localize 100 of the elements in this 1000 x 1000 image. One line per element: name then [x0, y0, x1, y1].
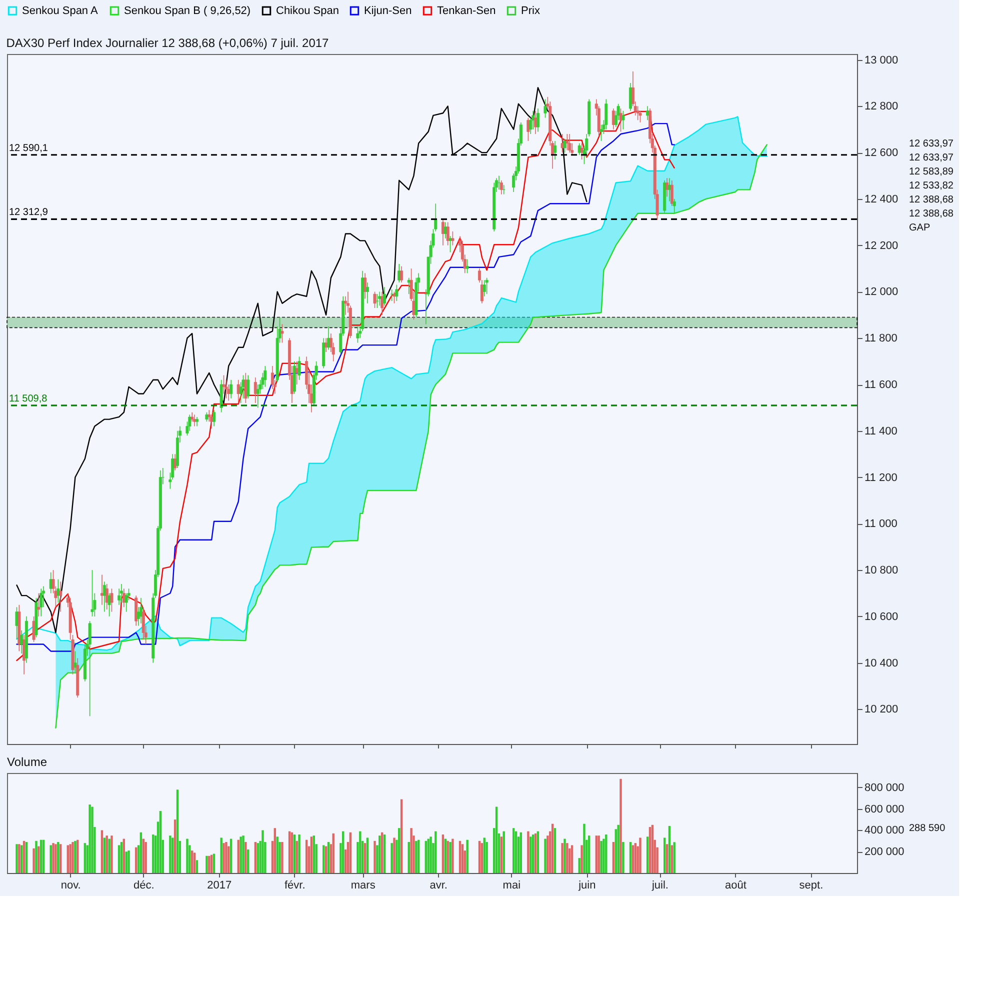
candlestick — [482, 280, 486, 297]
bar — [566, 843, 568, 873]
bar — [76, 840, 79, 873]
legend-label: Senkou Span A — [22, 4, 99, 17]
bar — [410, 828, 412, 873]
bar — [342, 831, 344, 873]
candlestick — [566, 134, 569, 151]
bar — [600, 840, 602, 873]
bar — [208, 856, 210, 873]
bar — [398, 828, 400, 873]
candlestick — [366, 282, 369, 304]
x-tick-label: avr. — [430, 880, 448, 892]
bar — [118, 845, 120, 873]
bar — [35, 840, 38, 873]
candlestick — [619, 108, 622, 132]
bar — [88, 804, 91, 873]
bar — [564, 838, 566, 873]
candlestick — [376, 294, 379, 308]
bar — [174, 820, 176, 873]
y-tick-label: 10 400 — [864, 657, 898, 670]
candlestick — [395, 284, 398, 302]
bar — [225, 842, 228, 873]
y-tick-label: 11 400 — [864, 425, 898, 438]
candlestick — [448, 236, 452, 253]
candlestick — [134, 595, 138, 626]
candlestick — [532, 110, 535, 130]
bar — [646, 836, 649, 873]
candlestick — [205, 412, 208, 422]
bar — [544, 838, 546, 873]
bar — [446, 840, 449, 873]
bar — [247, 849, 250, 873]
candlestick — [383, 286, 386, 306]
bar — [220, 838, 222, 873]
candlestick — [174, 454, 177, 471]
bar — [106, 836, 108, 873]
bar — [393, 838, 396, 873]
ref-line-label: 11 509,8 — [9, 393, 48, 404]
bar — [424, 840, 428, 873]
y-tick-label: 12 400 — [864, 193, 898, 206]
x-tick-label: févr. — [284, 880, 306, 892]
bar — [561, 843, 564, 873]
candlestick — [270, 366, 274, 390]
y-tick-label: 200 000 — [864, 846, 904, 858]
bar — [74, 840, 76, 873]
bar — [244, 842, 247, 873]
y-tick-label: 12 600 — [864, 147, 898, 160]
bar — [159, 810, 162, 873]
x-tick-label: déc. — [133, 880, 154, 892]
candlestick — [451, 231, 454, 246]
bar — [666, 844, 668, 873]
bar — [322, 845, 325, 873]
bar — [38, 846, 40, 873]
candlestick — [188, 414, 192, 432]
candlestick — [536, 108, 540, 132]
bar — [254, 842, 257, 873]
candlestick — [638, 110, 642, 123]
bar — [91, 806, 94, 873]
bar — [288, 831, 291, 873]
candlestick — [20, 630, 24, 654]
bar — [103, 838, 106, 873]
bar — [500, 836, 503, 873]
bar — [595, 836, 598, 873]
x-tick-label: nov. — [60, 880, 81, 892]
candlestick — [90, 570, 94, 617]
bar — [570, 845, 574, 873]
bar — [418, 840, 420, 873]
y-tick-label: 10 600 — [864, 610, 898, 623]
text: 12 583,89 — [909, 166, 954, 178]
candlestick — [670, 180, 674, 206]
candlestick — [392, 291, 396, 304]
bar — [583, 824, 586, 873]
bar — [66, 845, 69, 873]
bar — [108, 838, 110, 873]
bar — [152, 834, 154, 873]
bar — [532, 834, 534, 873]
bar — [140, 832, 142, 873]
bar — [40, 840, 42, 873]
text: 12 633,97 — [909, 138, 954, 150]
bar — [534, 833, 537, 873]
bar — [230, 838, 232, 873]
bar — [186, 838, 188, 873]
y-tick-label: 400 000 — [864, 824, 904, 837]
bar — [546, 836, 549, 873]
bar — [20, 845, 23, 873]
candlestick — [118, 588, 121, 606]
bar — [458, 840, 462, 873]
legend-label: Prix — [521, 4, 540, 17]
text: 12 533,82 — [909, 180, 954, 192]
bar — [42, 840, 45, 873]
bar — [276, 836, 278, 873]
ref-line-label: 12 312,9 — [9, 207, 48, 218]
bar — [169, 836, 172, 873]
y-tick-label: 11 200 — [864, 472, 898, 484]
bar — [359, 831, 362, 873]
bar — [84, 843, 86, 873]
text: 12 388,68 — [909, 208, 954, 220]
candlestick — [466, 258, 469, 274]
candlestick — [407, 277, 410, 294]
bar — [72, 842, 74, 873]
candlestick — [120, 584, 123, 603]
